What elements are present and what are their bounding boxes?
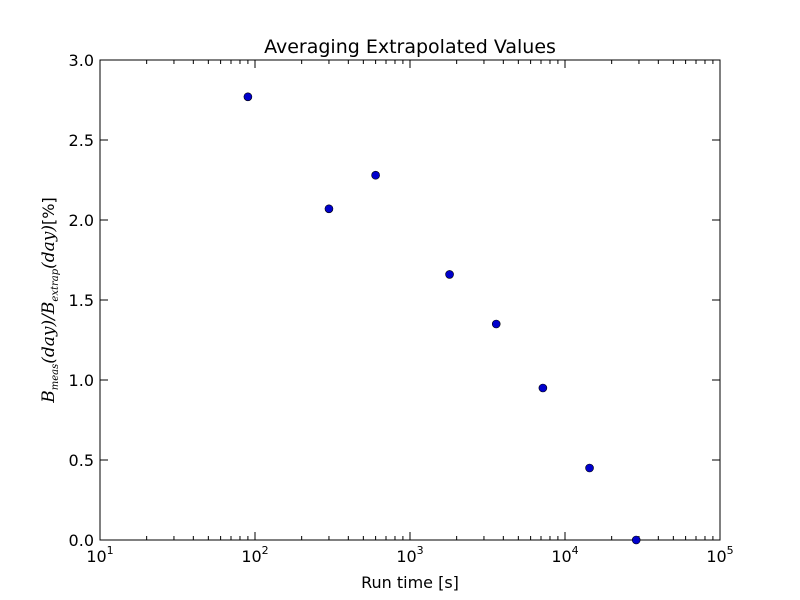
x-tick-label: 103 xyxy=(396,544,423,566)
chart-title: Averaging Extrapolated Values xyxy=(264,36,556,58)
x-tick-exponent: 2 xyxy=(262,544,269,557)
x-tick-exponent: 5 xyxy=(727,544,734,557)
x-tick-label: 102 xyxy=(241,544,268,566)
y-label-b1: B xyxy=(39,390,59,404)
x-tick-base: 10 xyxy=(241,547,261,566)
x-tick-base: 10 xyxy=(86,547,106,566)
data-point xyxy=(445,270,454,279)
y-tick-label: 0.0 xyxy=(69,531,94,550)
data-point xyxy=(585,463,594,473)
x-tick-labels: 101 102 103 104 105 xyxy=(86,544,733,566)
x-tick-base: 10 xyxy=(551,547,571,566)
x-tick-base: 10 xyxy=(706,547,726,566)
x-tick-exponent: 3 xyxy=(417,544,424,557)
y-label-end: (day) xyxy=(39,225,59,269)
data-point xyxy=(538,383,548,393)
y-label-unit: [%] xyxy=(39,197,58,225)
x-tick-label: 104 xyxy=(551,544,578,566)
y-label-sub1: meas xyxy=(50,364,61,391)
y-tick-label: 1.5 xyxy=(69,291,94,310)
plot-frame xyxy=(99,59,721,541)
data-point xyxy=(631,535,641,545)
data-point xyxy=(491,319,501,329)
x-tick-base: 10 xyxy=(396,547,416,566)
y-tick-label: 0.5 xyxy=(69,451,94,470)
data-point xyxy=(324,204,334,214)
x-tick-label: 101 xyxy=(86,544,113,566)
data-point xyxy=(243,92,253,102)
x-tick-label: 105 xyxy=(706,544,733,566)
y-axis-label: Bmeas(day)/Bextrap(day)[%] xyxy=(39,197,61,403)
y-tick-label: 1.0 xyxy=(69,371,94,390)
x-axis-label: Run time [s] xyxy=(361,573,459,592)
y-label-sub2: extrap xyxy=(50,268,61,301)
y-label-mid: (day)/ xyxy=(39,312,59,364)
y-tick-label: 2.0 xyxy=(69,211,94,230)
y-label-b2: B xyxy=(39,302,59,316)
data-point xyxy=(371,170,380,180)
y-tick-label: 3.0 xyxy=(69,51,94,70)
x-tick-exponent: 4 xyxy=(572,544,579,557)
y-tick-label: 2.5 xyxy=(69,131,94,150)
x-tick-exponent: 1 xyxy=(107,544,114,557)
data-points xyxy=(243,92,641,545)
y-tick-labels: 0.0 0.5 1.0 1.5 2.0 2.5 3.0 xyxy=(69,51,94,550)
